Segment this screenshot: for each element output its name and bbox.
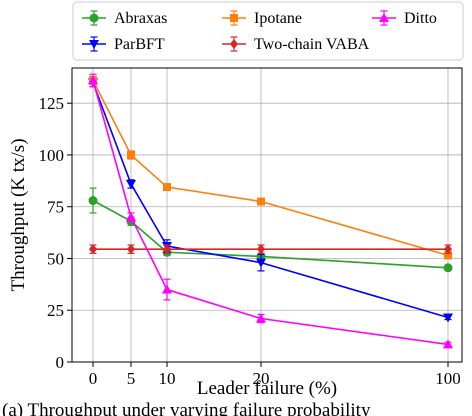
legend-label: Two-chain VABA xyxy=(254,36,370,53)
figure-caption: (a) Throughput under varying failure pro… xyxy=(2,400,371,416)
data-point-two-chain-vaba xyxy=(127,244,135,255)
series-two-chain-vaba xyxy=(89,244,452,255)
legend-label: ParBFT xyxy=(114,36,165,53)
legend-marker xyxy=(379,13,389,22)
x-tick-label: 0 xyxy=(89,369,98,388)
data-point-parbft xyxy=(443,313,453,323)
legend: Abraxas ParBFT Ipotane Two-chain VABA Ditto xyxy=(72,1,464,61)
x-tick-label: 5 xyxy=(127,369,136,388)
legend-entry-parbft: ParBFT xyxy=(82,36,165,53)
legend-marker xyxy=(230,39,238,49)
axis-ticks: 0 5 10 20 100 0 25 50 75 100 125 xyxy=(39,94,461,388)
series-line-ditto xyxy=(92,80,449,346)
legend-marker xyxy=(89,40,99,49)
data-point-ditto xyxy=(443,339,453,349)
data-point-ipotane xyxy=(257,197,265,206)
data-point-parbft xyxy=(126,179,136,189)
series-abraxas xyxy=(88,187,453,273)
x-tick-label: 10 xyxy=(159,369,176,388)
data-point-ditto xyxy=(126,212,136,222)
legend-box xyxy=(72,1,464,61)
legend-marker xyxy=(89,13,99,23)
legend-entry-two-chain-vaba: Two-chain VABA xyxy=(222,36,370,53)
y-tick-label: 125 xyxy=(39,94,65,113)
data-point-parbft xyxy=(256,258,266,268)
legend-marker xyxy=(230,14,238,22)
data-point-two-chain-vaba xyxy=(89,244,97,255)
series-line-ipotane xyxy=(92,80,449,257)
data-point-ditto xyxy=(88,75,98,85)
x-axis-label: Leader failure (%) xyxy=(197,378,337,399)
data-point-ipotane xyxy=(163,183,171,192)
y-tick-label: 100 xyxy=(39,146,65,165)
x-tick-label: 100 xyxy=(435,369,461,388)
data-point-ditto xyxy=(162,284,172,294)
data-point-abraxas xyxy=(443,263,453,273)
legend-entry-ipotane: Ipotane xyxy=(222,10,302,27)
data-point-abraxas xyxy=(88,196,98,206)
series-line-parbft xyxy=(92,82,449,319)
data-point-ipotane xyxy=(127,150,135,159)
data-point-ipotane xyxy=(444,251,452,260)
y-tick-label: 75 xyxy=(47,198,64,217)
plot-area-frame xyxy=(71,67,463,363)
data-point-two-chain-vaba xyxy=(444,244,452,255)
data-point-two-chain-vaba xyxy=(257,244,265,255)
data-point-two-chain-vaba xyxy=(163,244,171,255)
legend-entry-abraxas: Abraxas xyxy=(82,10,167,27)
series-parbft xyxy=(88,77,453,323)
legend-entry-ditto: Ditto xyxy=(372,10,437,27)
legend-label: Ipotane xyxy=(254,10,302,27)
x-tick-label: 20 xyxy=(253,369,270,388)
y-tick-label: 0 xyxy=(56,353,65,372)
legend-label: Ditto xyxy=(404,10,437,27)
series-ditto xyxy=(88,73,453,349)
y-tick-label: 25 xyxy=(47,301,64,320)
y-tick-label: 50 xyxy=(47,249,64,268)
data-point-ditto xyxy=(256,313,266,323)
series-ipotane xyxy=(89,75,452,260)
legend-label: Abraxas xyxy=(114,10,167,27)
series-layer xyxy=(88,73,453,349)
y-axis-label: Throughput (K tx/s) xyxy=(8,138,29,291)
